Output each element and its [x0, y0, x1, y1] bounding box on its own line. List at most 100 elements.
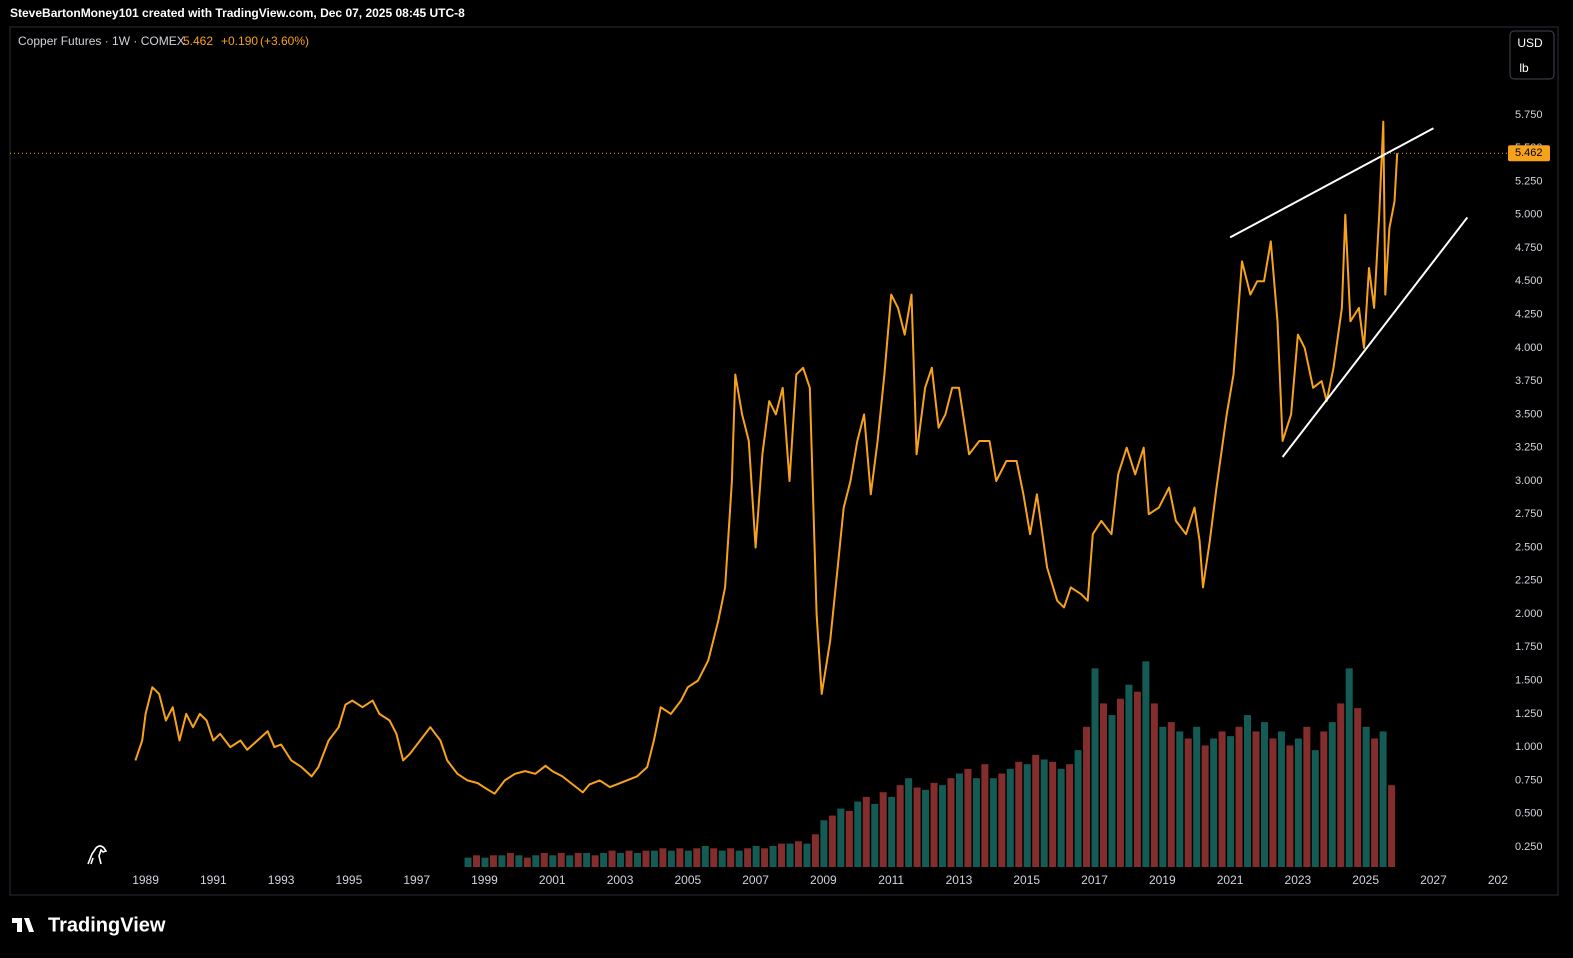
x-tick-label: 2025	[1352, 873, 1379, 887]
volume-bar	[972, 778, 980, 867]
volume-bar	[498, 855, 506, 867]
x-tick-label: 2003	[607, 873, 634, 887]
volume-bar	[1066, 764, 1074, 867]
y-tick-label: 4.000	[1515, 342, 1543, 354]
volume-bar	[710, 848, 718, 867]
volume-bar	[1049, 761, 1057, 867]
brand-logo	[12, 918, 34, 932]
x-tick-label: 2021	[1217, 873, 1244, 887]
x-tick-label: 2029	[1488, 873, 1515, 887]
last-price-box	[1508, 145, 1550, 162]
volume-bar	[947, 778, 955, 867]
volume-bar	[1252, 731, 1260, 867]
volume-bar	[523, 857, 531, 867]
volume-bar	[1345, 668, 1353, 867]
volume-bar	[1218, 731, 1226, 867]
volume-bar	[727, 848, 735, 867]
y-tick-label: 5.000	[1515, 209, 1543, 221]
unit-box[interactable]	[1509, 30, 1555, 80]
y-tick-label: 4.250	[1515, 309, 1543, 321]
volume-bar	[1006, 768, 1014, 867]
volume-bar	[769, 845, 777, 867]
volume-bar	[803, 843, 811, 867]
trendline	[1229, 127, 1434, 239]
volume-bar	[1235, 726, 1243, 867]
volume-bar	[481, 857, 489, 867]
volume-bar	[1142, 661, 1150, 867]
y-tick-label: 3.000	[1515, 475, 1543, 487]
x-tick-label: 2005	[674, 873, 701, 887]
currency[interactable]: USD	[1517, 36, 1543, 50]
volume-bar	[676, 848, 684, 867]
volume-bar	[489, 855, 497, 867]
volume-bar	[1277, 731, 1285, 867]
volume-bar	[1388, 785, 1396, 867]
volume-bar	[939, 785, 947, 867]
volume-bar	[1354, 708, 1362, 867]
volume-bar	[786, 843, 794, 867]
volume-bar	[1057, 768, 1065, 867]
volume-bar	[854, 801, 862, 867]
x-tick-label: 1993	[268, 873, 295, 887]
volume-bar	[540, 852, 548, 867]
volume-bar	[913, 787, 921, 867]
volume-bar	[608, 850, 616, 867]
legend-change-pct: (+3.60%)	[260, 34, 309, 48]
volume-bar	[930, 782, 938, 867]
volume-bar	[1159, 726, 1167, 867]
legend-change: +0.190	[221, 34, 258, 48]
volume-bar	[1083, 726, 1091, 867]
volume-bar	[473, 855, 481, 867]
volume-bar	[744, 848, 752, 867]
y-tick-label: 5.250	[1515, 175, 1543, 187]
volume-bar	[964, 768, 972, 867]
x-tick-label: 2013	[946, 873, 973, 887]
volume-bar	[922, 789, 930, 867]
volume-bar	[905, 778, 913, 867]
volume-bar	[515, 855, 523, 867]
volume-bar	[1337, 703, 1345, 867]
y-tick-label: 1.000	[1515, 741, 1543, 753]
volume-bar	[879, 792, 887, 867]
volume-bar	[1167, 722, 1175, 867]
y-tick-label: 2.000	[1515, 608, 1543, 620]
volume-bar	[625, 850, 633, 867]
x-tick-label: 2019	[1149, 873, 1176, 887]
x-tick-label: 2027	[1420, 873, 1447, 887]
y-tick-label: 0.750	[1515, 774, 1543, 786]
plot-area	[10, 120, 1508, 867]
tv-icon	[87, 845, 108, 865]
y-tick-label: 1.500	[1515, 675, 1543, 687]
y-tick-label: 3.750	[1515, 375, 1543, 387]
volume-bar	[896, 785, 904, 867]
volume-bar	[1210, 738, 1218, 867]
volume-bar	[557, 852, 565, 867]
legend-price: 5.462	[183, 34, 213, 48]
volume-bar	[811, 834, 819, 867]
volume-bar	[955, 773, 963, 867]
volume-bar	[1362, 726, 1370, 867]
volume-bar	[633, 852, 641, 867]
unit[interactable]: lb	[1519, 61, 1529, 75]
volume-bar	[659, 848, 667, 867]
volume-bar	[1269, 738, 1277, 867]
y-tick-label: 1.250	[1515, 708, 1543, 720]
x-tick-label: 1989	[132, 873, 159, 887]
volume-bar	[506, 852, 514, 867]
x-tick-label: 1995	[336, 873, 363, 887]
volume-bar	[998, 773, 1006, 867]
volume-bar	[1091, 668, 1099, 867]
volume-bar	[650, 850, 658, 867]
volume-bar	[1379, 731, 1387, 867]
y-tick-label: 0.250	[1515, 841, 1543, 853]
volume-bar	[1099, 703, 1107, 867]
volume-bar	[549, 855, 557, 867]
x-tick-label: 2017	[1081, 873, 1108, 887]
volume-bar	[1133, 691, 1141, 867]
volume-bar	[828, 815, 836, 867]
volume-bar	[1320, 731, 1328, 867]
y-tick-label: 4.500	[1515, 275, 1543, 287]
volume-bar	[845, 810, 853, 867]
